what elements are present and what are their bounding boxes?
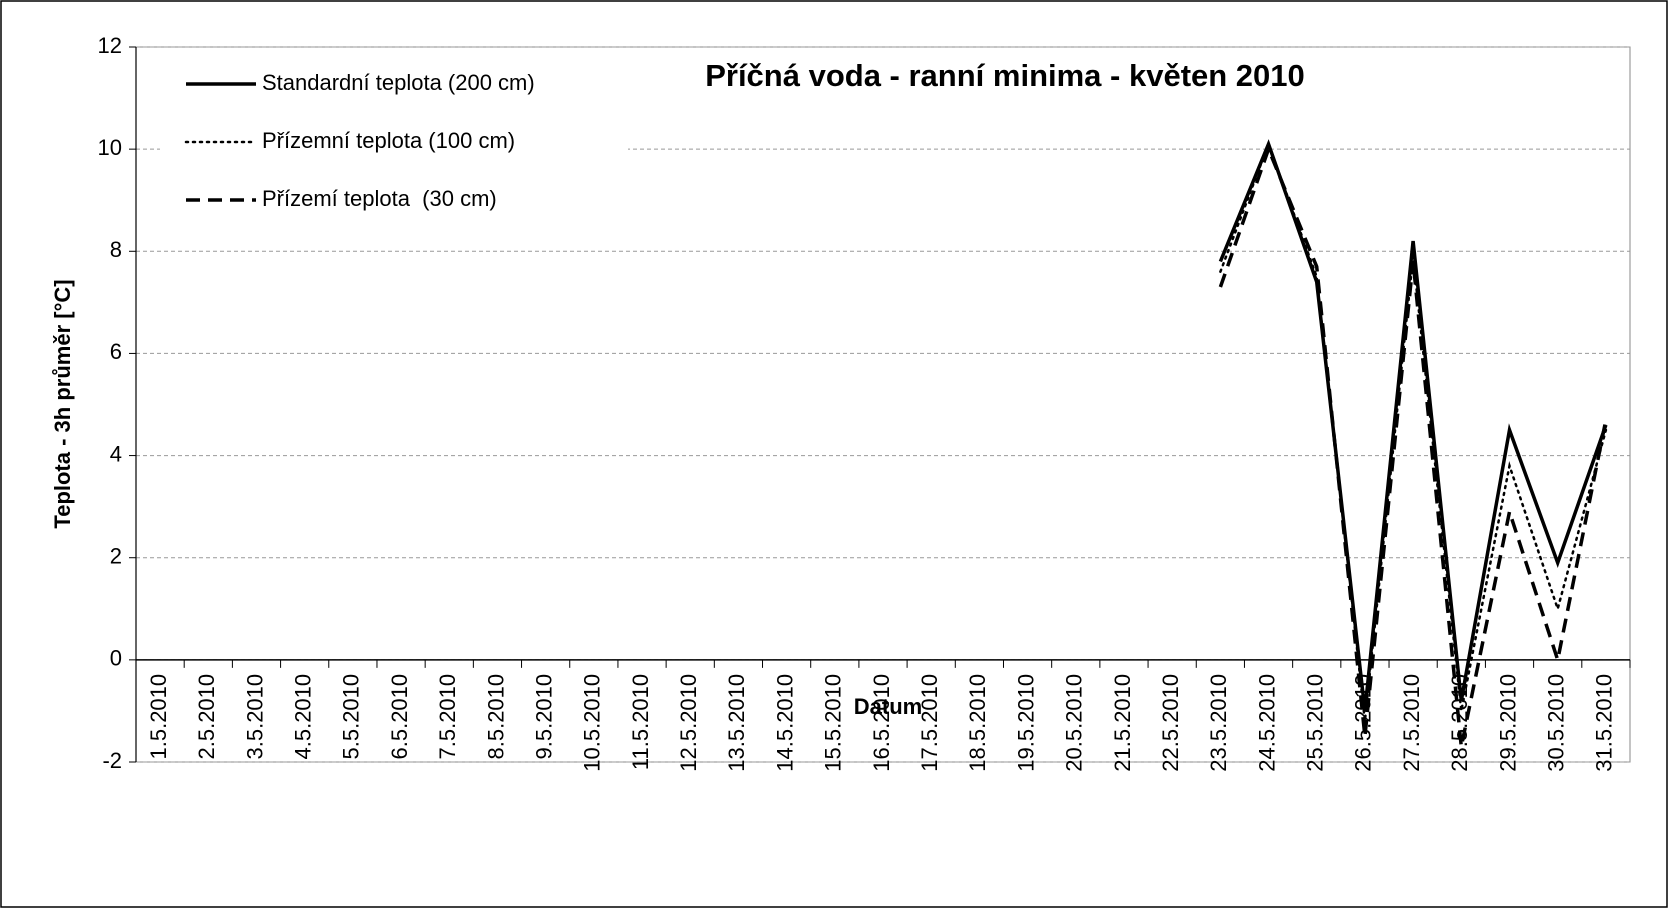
- y-tick-label: 2: [110, 544, 122, 569]
- x-tick-label: 5.5.2010: [339, 674, 364, 760]
- y-tick-label: 4: [110, 441, 122, 466]
- y-tick-label: -2: [102, 748, 122, 773]
- x-tick-label: 4.5.2010: [290, 674, 315, 760]
- x-tick-label: 21.5.2010: [1110, 674, 1135, 772]
- y-tick-label: 12: [98, 33, 122, 58]
- y-tick-label: 0: [110, 646, 122, 671]
- x-tick-label: 1.5.2010: [146, 674, 171, 760]
- x-tick-label: 6.5.2010: [387, 674, 412, 760]
- legend-label: Standardní teplota (200 cm): [262, 70, 535, 95]
- y-axis-label: Teplota - 3h průměr [°C]: [50, 279, 75, 528]
- x-tick-label: 27.5.2010: [1399, 674, 1424, 772]
- x-tick-label: 22.5.2010: [1158, 674, 1183, 772]
- x-tick-label: 2.5.2010: [194, 674, 219, 760]
- x-tick-label: 13.5.2010: [724, 674, 749, 772]
- x-tick-label: 3.5.2010: [242, 674, 267, 760]
- x-tick-label: 31.5.2010: [1592, 674, 1617, 772]
- legend-label: Přízemní teplota (100 cm): [262, 128, 515, 153]
- x-tick-label: 18.5.2010: [965, 674, 990, 772]
- series-line: [1218, 144, 1608, 748]
- x-tick-label: 11.5.2010: [628, 674, 653, 770]
- y-tick-label: 10: [98, 135, 122, 160]
- x-tick-label: 25.5.2010: [1303, 674, 1328, 772]
- chart-title: Příčná voda - ranní minima - květen 2010: [705, 58, 1305, 93]
- x-tick-label: 29.5.2010: [1495, 674, 1520, 772]
- y-tick-label: 8: [110, 237, 122, 262]
- x-tick-label: 17.5.2010: [917, 674, 942, 772]
- x-tick-label: 16.5.2010: [869, 674, 894, 772]
- x-tick-label: 23.5.2010: [1206, 674, 1231, 772]
- x-tick-label: 10.5.2010: [580, 674, 605, 772]
- x-axis-label: Datum: [854, 694, 922, 719]
- x-tick-label: 12.5.2010: [676, 674, 701, 772]
- y-tick-label: 6: [110, 339, 122, 364]
- x-tick-label: 9.5.2010: [531, 674, 556, 760]
- x-tick-label: 30.5.2010: [1544, 674, 1569, 772]
- x-tick-label: 24.5.2010: [1254, 674, 1279, 772]
- x-tick-label: 15.5.2010: [821, 674, 846, 772]
- x-tick-label: 14.5.2010: [772, 674, 797, 772]
- x-tick-label: 8.5.2010: [483, 674, 508, 760]
- x-tick-label: 19.5.2010: [1013, 674, 1038, 772]
- legend-label: Přízemí teplota (30 cm): [262, 186, 497, 211]
- x-tick-label: 7.5.2010: [435, 674, 460, 760]
- x-tick-label: 20.5.2010: [1062, 674, 1087, 772]
